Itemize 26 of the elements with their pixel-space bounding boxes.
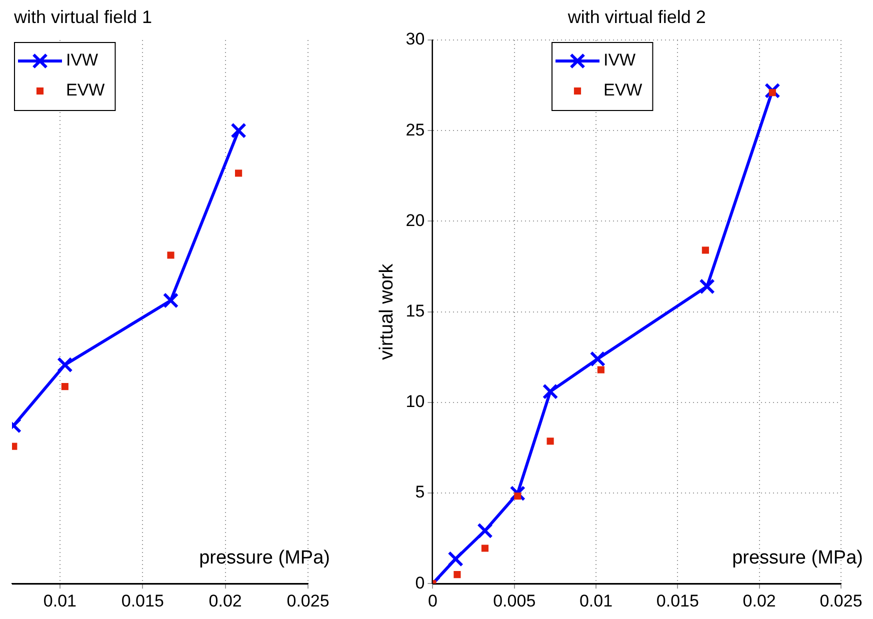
y-tick-label: 20: [406, 210, 425, 230]
x-tick-label: 0.005: [493, 591, 536, 610]
y-tick-label: 10: [406, 392, 425, 412]
x-tick-label: 0.015: [656, 591, 699, 610]
x-tick-label: 0.025: [286, 591, 330, 610]
x-tick-label: 0.015: [121, 591, 164, 610]
x-axis-title: pressure (MPa): [199, 548, 330, 569]
x-axis-title: pressure (MPa): [732, 548, 863, 569]
x-tick-label: 0.025: [820, 591, 862, 610]
x-tick-label: 0.01: [43, 591, 76, 610]
y-tick-label: 0: [415, 573, 425, 592]
x-tick-label: 0: [428, 591, 438, 610]
legend-label: EVW: [603, 80, 642, 100]
chart-title: with virtual field 2: [566, 7, 706, 27]
y-tick-label: 30: [406, 30, 425, 49]
legend-label: EVW: [66, 80, 105, 100]
y-tick-label: 15: [406, 301, 425, 320]
y-tick-label: 25: [406, 120, 425, 140]
x-tick-label: 0.02: [208, 591, 242, 610]
legend-label: IVW: [66, 50, 98, 70]
x-tick-label: 0.01: [579, 591, 613, 610]
legend-label: IVW: [603, 50, 636, 70]
y-axis-title: virtual work: [376, 263, 398, 360]
chart-title: with virtual field 1: [13, 7, 152, 27]
x-tick-label: 0.02: [742, 591, 776, 610]
y-tick-label: 5: [415, 482, 425, 502]
